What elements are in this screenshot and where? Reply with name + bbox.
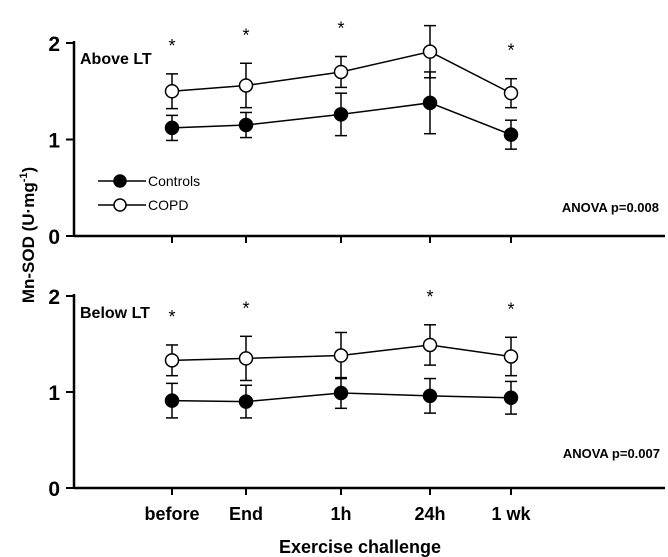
panel-above-lt: Above LT ANOVA p=0.008 Controls COPD 0 1 2… (48, 0, 665, 249)
legend-copd-label: COPD (148, 197, 188, 213)
legend-controls-label: Controls (148, 173, 200, 189)
legend-copd-marker (113, 198, 127, 212)
significance-marker: * (242, 298, 249, 318)
data-point-copd (503, 85, 519, 101)
legend-controls-marker (113, 174, 127, 188)
significance-marker: * (507, 41, 514, 61)
significance-marker: * (426, 287, 433, 307)
panel-title: Below LT (80, 305, 150, 322)
data-point-controls (164, 120, 180, 136)
y-tick-label: 2 (48, 33, 60, 56)
y-tick-label: 1 (48, 130, 60, 153)
data-point-copd (333, 348, 349, 363)
data-point-copd (422, 337, 438, 353)
data-point-copd (164, 84, 180, 99)
y-tick-label: 2 (48, 286, 60, 309)
data-point-copd (164, 353, 180, 368)
data-point-controls (503, 127, 519, 142)
data-point-copd (422, 44, 438, 59)
panel-below-lt: Below LT ANOVA p=0.007 0 1 2 before End 1h 24h… (48, 286, 665, 524)
significance-marker: * (426, 0, 433, 8)
x-tick-label: before (144, 504, 199, 524)
anova-annotation: ANOVA p=0.008 (562, 200, 659, 215)
y-tick-label: 0 (48, 478, 60, 501)
data-point-controls (333, 385, 349, 401)
data-point-controls (503, 390, 519, 406)
data-point-controls (238, 117, 254, 133)
x-tick-label: 1h (330, 504, 351, 524)
x-tick-label: 1 wk (491, 504, 531, 524)
data-point-controls (422, 388, 438, 404)
data-point-copd (503, 349, 519, 364)
panel-title: Above LT (80, 51, 152, 68)
y-tick-label: 0 (48, 226, 60, 249)
significance-marker: * (168, 307, 175, 327)
significance-marker: * (168, 36, 175, 56)
x-tick-label: End (229, 504, 263, 524)
significance-marker: * (507, 299, 514, 319)
data-point-controls (333, 107, 349, 122)
x-tick-label: 24h (414, 504, 445, 524)
data-point-controls (164, 393, 180, 408)
significance-marker: * (337, 19, 344, 39)
data-point-copd (238, 351, 254, 366)
legend: Controls COPD (98, 173, 200, 213)
x-axis-label: Exercise challenge (279, 537, 441, 557)
y-tick-label: 1 (48, 382, 60, 405)
data-point-controls (238, 394, 254, 409)
data-point-copd (238, 78, 254, 93)
significance-marker: * (242, 25, 249, 45)
anova-annotation: ANOVA p=0.007 (563, 446, 660, 461)
data-point-controls (422, 95, 438, 111)
y-axis-label: Mn-SOD (U·mg-1) (18, 167, 38, 303)
data-point-copd (333, 64, 349, 80)
